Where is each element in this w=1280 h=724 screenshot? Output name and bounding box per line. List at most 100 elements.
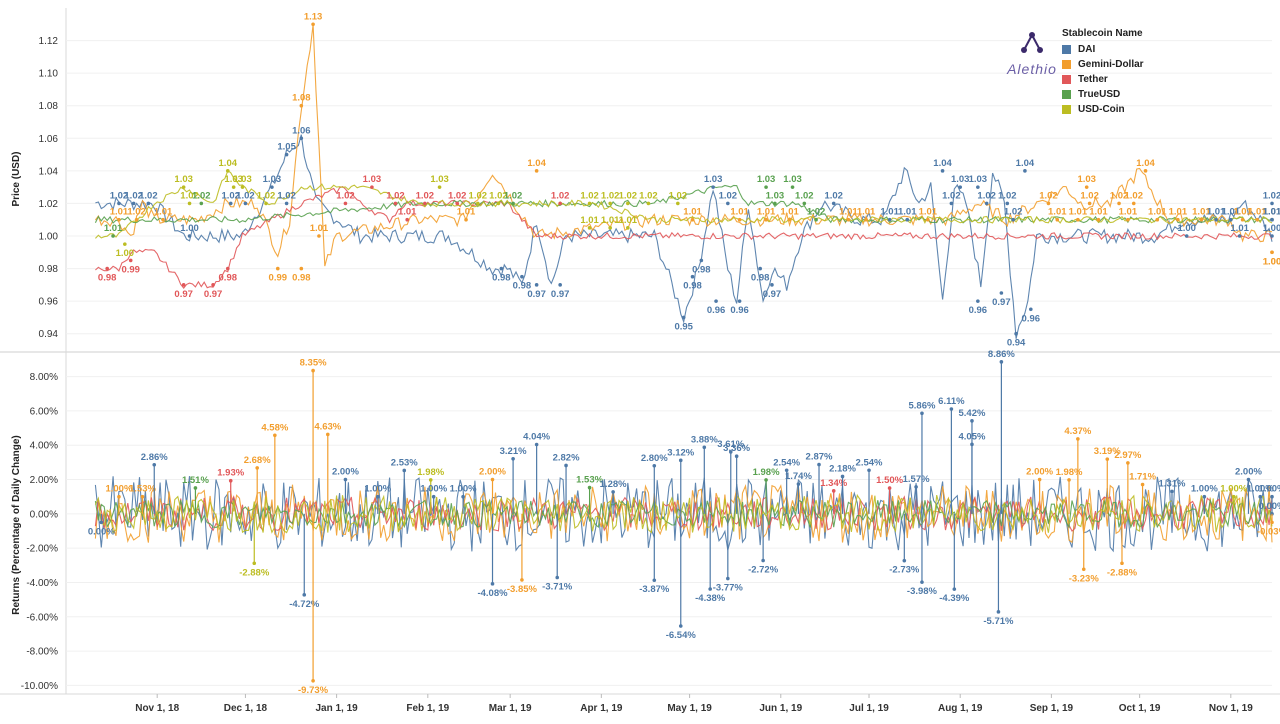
returns-annotation-label: 2.00% [1026, 467, 1053, 478]
price-annotation-marker [437, 185, 442, 189]
alethio-logo: Alethio [1003, 32, 1061, 77]
returns-annotation-marker [343, 477, 348, 482]
price-annotation-label: 0.99 [121, 264, 140, 275]
returns-annotation-marker [1067, 478, 1071, 482]
price-annotation-label: 1.01 [880, 207, 899, 218]
price-annotation-marker [423, 201, 427, 206]
returns-annotation-marker [325, 432, 330, 437]
price-annotation-marker [676, 201, 680, 206]
legend-swatch-dai [1062, 45, 1071, 54]
returns-annotation-label: 0.00% [88, 526, 115, 537]
price-annotation-marker [117, 201, 121, 206]
legend-item-trueusd[interactable]: TrueUSD [1062, 87, 1144, 102]
legend-item-dai[interactable]: DAI [1062, 42, 1144, 57]
legend-item-tether[interactable]: Tether [1062, 72, 1144, 87]
returns-y-tick-label: -10.00% [21, 681, 58, 692]
price-annotation-marker [1126, 217, 1130, 222]
price-annotation-label: 1.01 [919, 207, 938, 218]
price-annotation-marker [699, 258, 704, 263]
price-annotation-marker [1255, 217, 1260, 222]
price-annotation-label: 1.02 [277, 190, 296, 201]
price-annotation-marker [131, 201, 136, 206]
returns-annotation-marker [920, 411, 924, 416]
returns-series-usd-coin [94, 493, 1273, 534]
price-annotation-marker [984, 201, 989, 206]
price-annotation-label: 1.01 [104, 223, 123, 234]
returns-annotation-label: 1.74% [785, 471, 812, 482]
price-annotation-label: 1.06 [292, 125, 311, 136]
legend-swatch-trueusd [1062, 90, 1071, 99]
returns-annotation-label: 1.00% [364, 484, 391, 495]
price-annotation-label: 1.02 [551, 190, 570, 201]
returns-annotation-marker [887, 486, 892, 490]
legend-swatch-usd-coin [1062, 105, 1071, 114]
price-annotation-label: 1.01 [154, 207, 173, 218]
price-annotation-label: 1.01 [1169, 207, 1188, 218]
price-annotation-marker [1131, 201, 1136, 206]
price-annotation-marker [787, 217, 792, 222]
price-annotation-marker [1055, 217, 1060, 222]
price-annotation-marker [773, 201, 777, 206]
price-annotation-marker [311, 22, 315, 27]
price-annotation-label: 1.02 [1004, 207, 1023, 218]
price-annotation-marker [211, 283, 215, 287]
legend-swatch-tether [1062, 75, 1071, 84]
price-annotation-marker [1270, 201, 1274, 206]
returns-annotation-marker [375, 494, 380, 499]
returns-annotation-marker [831, 489, 836, 493]
price-annotation-label: 1.02 [386, 190, 405, 201]
price-annotation-label: 1.01 [1089, 207, 1108, 218]
returns-annotation-label: 4.37% [1064, 426, 1091, 437]
price-annotation-label: 1.02 [601, 190, 620, 201]
returns-annotation-marker [520, 578, 524, 582]
legend-item-usd-coin[interactable]: USD-Coin [1062, 102, 1144, 117]
price-annotation-label: 1.02 [795, 190, 814, 201]
returns-annotation-marker [490, 477, 495, 482]
price-annotation-label: 1.03 [233, 174, 252, 185]
price-annotation-label: 1.01 [1148, 207, 1167, 218]
returns-annotation-label: 2.87% [806, 452, 833, 463]
returns-annotation-marker [1105, 457, 1110, 461]
returns-annotation-label: 4.63% [314, 421, 341, 432]
price-annotation-label: 0.98 [751, 273, 770, 284]
returns-annotation-label: -3.85% [507, 584, 538, 595]
price-annotation-marker [1270, 250, 1274, 255]
price-annotation-marker [714, 299, 718, 303]
returns-y-tick-label: 2.00% [30, 475, 58, 486]
price-annotation-label: 1.02 [580, 190, 599, 201]
price-annotation-marker [790, 185, 795, 189]
x-tick-label: May 1, 19 [667, 703, 712, 714]
returns-annotation-marker [1270, 520, 1274, 525]
price-annotation-label: 0.94 [1007, 338, 1026, 349]
price-annotation-marker [1046, 201, 1051, 206]
price-annotation-label: 1.02 [824, 190, 843, 201]
price-annotation-label: 1.00 [1263, 223, 1280, 234]
returns-annotation-label: 4.58% [261, 422, 288, 433]
returns-annotation-marker [461, 494, 465, 499]
price-annotation-label: 1.02 [469, 190, 488, 201]
price-annotation-marker [770, 283, 774, 287]
price-annotation-label: 1.01 [457, 207, 476, 218]
returns-y-tick-label: -8.00% [26, 647, 58, 658]
legend-item-gemini-dollar[interactable]: Gemini-Dollar [1062, 57, 1144, 72]
price-y-tick-label: 1.08 [39, 101, 59, 112]
price-annotation-marker [587, 226, 592, 230]
alethio-logo-icon [1021, 32, 1043, 53]
price-annotation-label: 1.01 [780, 207, 799, 218]
returns-annotation-marker [1170, 489, 1174, 494]
price-annotation-marker [1014, 331, 1018, 336]
price-annotation-marker [711, 185, 715, 189]
returns-annotation-marker [784, 468, 789, 473]
price-annotation-label: 1.02 [1110, 190, 1129, 201]
returns-annotation-marker [996, 610, 1001, 614]
returns-annotation-label: -6.54% [666, 630, 697, 641]
price-annotation-label: 1.01 [1263, 207, 1280, 218]
price-annotation-marker [626, 226, 630, 230]
price-annotation-marker [1005, 201, 1010, 206]
price-annotation-marker [1143, 169, 1148, 173]
price-annotation-label: 0.97 [204, 289, 223, 300]
price-annotation-label: 1.02 [719, 190, 738, 201]
price-annotation-marker [128, 258, 133, 263]
price-annotation-marker [940, 169, 945, 173]
returns-annotation-marker [1081, 567, 1086, 572]
